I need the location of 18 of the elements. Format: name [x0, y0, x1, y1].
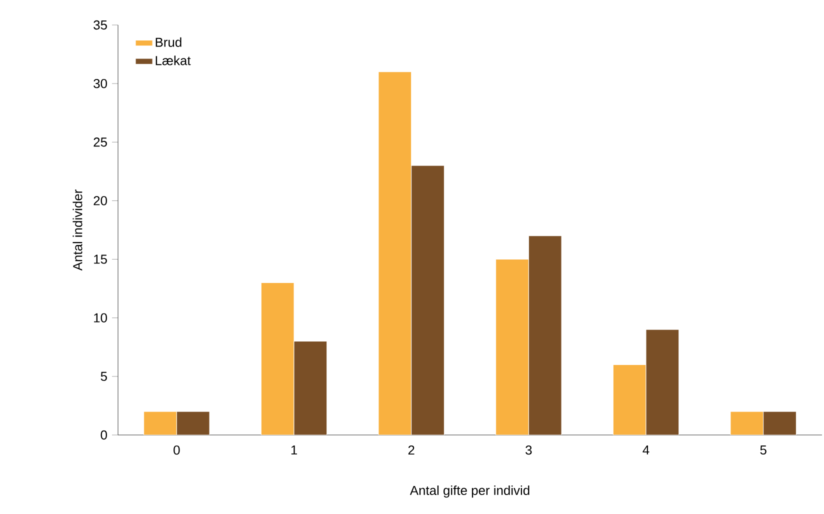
x-tick-label: 1	[291, 446, 297, 454]
legend-label: Lækat	[156, 56, 191, 66]
legend-label: Brud	[156, 37, 182, 47]
y-tick-label: 30	[94, 78, 107, 88]
x-tick-label: 5	[760, 446, 766, 455]
y-tick-label: 15	[94, 254, 107, 264]
y-tick-label: 25	[94, 138, 107, 147]
y-tick-label: 5	[100, 372, 107, 381]
y-axis-title: Antal individer	[72, 190, 82, 271]
y-tick-label: 0	[100, 430, 107, 440]
x-tick-label: 3	[526, 446, 532, 455]
x-tick-label: 2	[408, 446, 414, 455]
y-tick-label: 35	[94, 20, 107, 30]
x-tick-label: 0	[174, 446, 180, 455]
x-axis-title: Antal gifte per individ	[410, 486, 530, 498]
y-tick-label: 20	[94, 196, 107, 206]
y-tick-label: 10	[94, 313, 107, 322]
x-tick-label: 4	[642, 446, 650, 454]
